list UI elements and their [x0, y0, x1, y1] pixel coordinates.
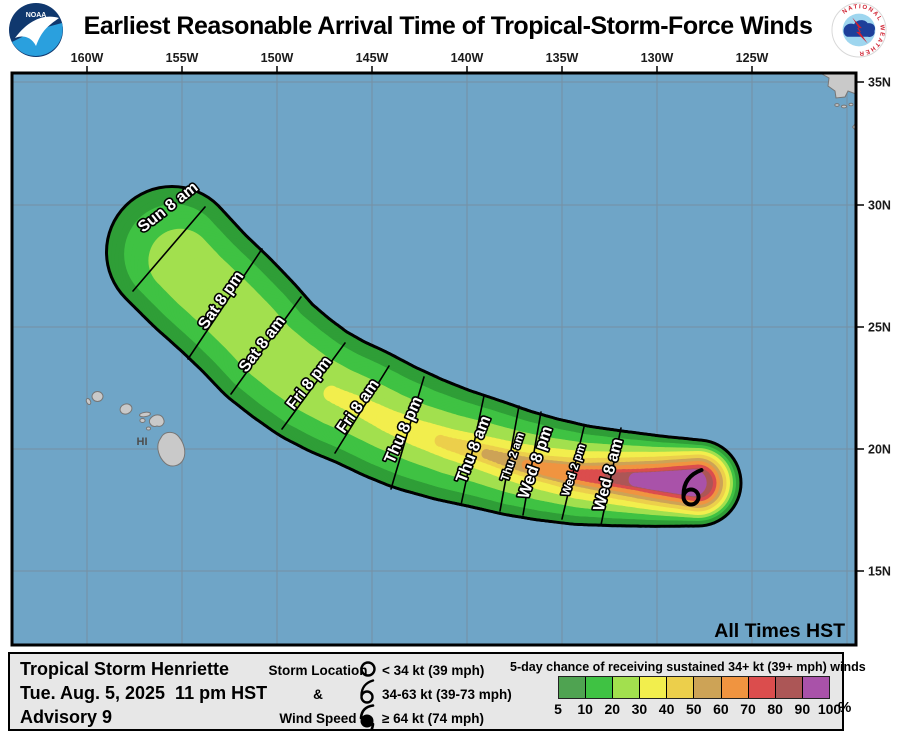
colorbar-tick-label: 50	[685, 701, 702, 717]
colorbar-cell	[613, 677, 641, 698]
isochrone-line	[522, 411, 542, 516]
lon-tick-label: 125W	[736, 51, 769, 65]
storm-info: Tropical Storm Henriette Tue. Aug. 5, 20…	[20, 657, 267, 729]
nws-logo-icon: NATIONAL WEATHER SERVICE	[831, 2, 887, 58]
isochrone-line	[561, 426, 585, 520]
map-base	[12, 73, 856, 645]
lon-tick-label: 145W	[356, 51, 389, 65]
isochrone-line	[460, 395, 485, 506]
hawaii-island	[85, 397, 92, 406]
lon-tick-label: 130W	[641, 51, 674, 65]
colorbar-tick-label: 90	[794, 701, 811, 717]
channel-island	[840, 104, 848, 109]
tropical-storm-icon	[360, 679, 375, 704]
isochrone-line	[281, 342, 346, 430]
hawaii-island	[149, 414, 165, 427]
colorbar-tick-label: 30	[631, 701, 648, 717]
colorbar-unit: %	[838, 699, 852, 716]
colorbar-tick-label: 70	[740, 701, 756, 717]
wind-speed-label-1: < 34 kt (39 mph)	[382, 663, 485, 678]
isochrone-line	[187, 248, 263, 360]
isochrone-line	[334, 365, 390, 454]
storm-name: Tropical Storm Henriette	[20, 659, 230, 679]
lat-tick-label: 20N	[868, 443, 891, 457]
issued-datetime: Tue. Aug. 5, 2025 11 pm HST	[20, 683, 268, 703]
probability-swath	[105, 185, 743, 528]
landmasses	[85, 73, 857, 467]
hawaii-island	[139, 418, 146, 423]
colorbar-tick-label: 20	[604, 701, 621, 717]
noaa-logo-text: NOAA	[26, 12, 47, 19]
lon-tick-label: 155W	[166, 51, 199, 65]
ocean	[12, 73, 856, 645]
colorbar-cell	[775, 677, 803, 698]
colorbar-tick-label: 80	[767, 701, 783, 717]
colorbar-tick-label: 5	[554, 701, 562, 717]
wind-speed-label-3: ≥ 64 kt (74 mph)	[382, 711, 484, 726]
noaa-logo-icon: NOAA	[9, 3, 63, 57]
colorbar-cell	[559, 677, 587, 698]
isochrone-line	[230, 296, 302, 395]
band-90-100pct	[628, 469, 707, 497]
hurricane-icon	[359, 704, 375, 731]
lon-tick-label: 140W	[451, 51, 484, 65]
colorbar-tick-label: 10	[577, 701, 593, 717]
hawaii-label: HI	[137, 436, 148, 448]
map-border	[10, 71, 858, 647]
hawaii-island	[157, 431, 186, 467]
probability-colorbar	[558, 676, 830, 699]
probability-legend-title: 5-day chance of receiving sustained 34+ …	[510, 660, 866, 674]
lat-tick-label: 35N	[868, 76, 891, 90]
isochrone-lines	[132, 206, 622, 526]
wind-speed-labels: < 34 kt (39 mph) 34-63 kt (39-73 mph) ≥ …	[382, 659, 512, 731]
axis-ticks: 160W 155W 150W 145W 140W 135W 130W 125W 35N 30N 25…	[71, 51, 891, 579]
all-times-note: All Times HST	[714, 620, 845, 642]
colorbar-cell	[586, 677, 614, 698]
lat-tick-label: 30N	[868, 199, 891, 213]
colorbar-cell	[802, 677, 829, 698]
colorbar-cell	[694, 677, 722, 698]
isochrone-line	[132, 206, 206, 292]
colorbar-tick-label: 100	[817, 701, 842, 717]
wind-speed-label-2: 34-63 kt (39-73 mph)	[382, 687, 512, 702]
wind-speed-symbols	[359, 661, 376, 731]
channel-island	[848, 102, 854, 107]
lon-tick-label: 135W	[546, 51, 579, 65]
colorbar-tick-label: 60	[713, 701, 729, 717]
channel-island	[834, 103, 840, 107]
hawaii-island	[139, 411, 151, 418]
lon-tick-label: 160W	[71, 51, 104, 65]
open-circle-icon	[360, 661, 376, 677]
hawaii-island	[145, 426, 152, 431]
storm-position-symbol	[681, 468, 704, 507]
colorbar-tick-label: 40	[658, 701, 675, 717]
colorbar-cell	[667, 677, 695, 698]
isochrone-line	[390, 376, 425, 490]
legend-panel: Tropical Storm Henriette Tue. Aug. 5, 20…	[8, 652, 866, 731]
page-title: Earliest Reasonable Arrival Time of Trop…	[83, 11, 813, 40]
lat-tick-label: 25N	[868, 321, 891, 335]
isochrone-line	[499, 405, 520, 512]
lat-tick-label: 15N	[868, 565, 891, 579]
hawaii-island	[119, 403, 133, 415]
advisory-number: Advisory 9	[20, 707, 113, 727]
colorbar-cell	[748, 677, 776, 698]
isochrone-line	[600, 427, 622, 526]
colorbar-cell	[640, 677, 668, 698]
storm-location-caption: Storm Location & Wind Speed	[268, 663, 368, 726]
hawaii-island	[91, 391, 104, 402]
lon-tick-label: 150W	[261, 51, 294, 65]
colorbar-cell	[721, 677, 749, 698]
